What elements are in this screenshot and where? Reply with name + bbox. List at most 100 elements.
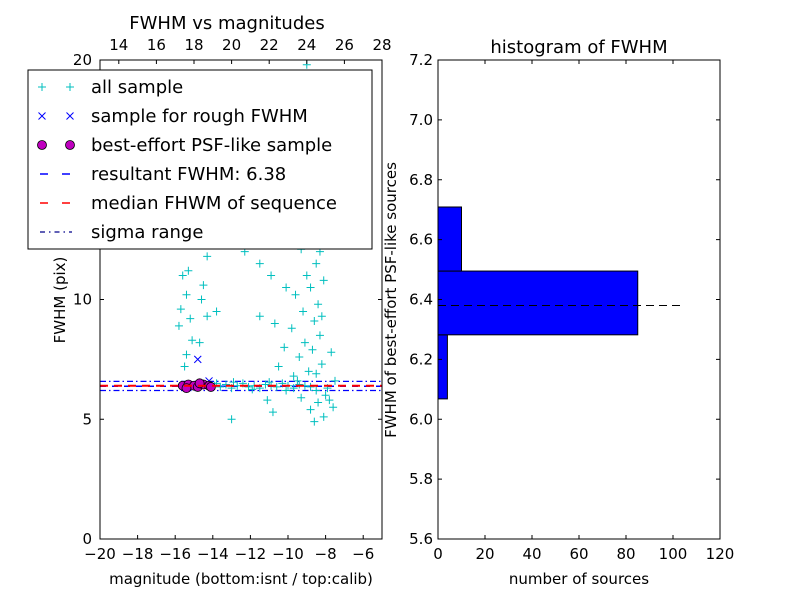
all-sample-point [291, 290, 300, 299]
legend-label: median FHWM of sequence [91, 193, 337, 214]
all-sample-point [314, 300, 323, 309]
all-sample-point [312, 259, 321, 268]
legend-rough-marker [38, 112, 46, 120]
legend-label: sigma range [91, 222, 203, 243]
all-sample-point [314, 398, 323, 407]
histogram-bar [437, 270, 639, 336]
all-sample-point [325, 396, 334, 405]
all-sample-point [304, 367, 313, 376]
all-sample-point [282, 386, 291, 395]
x-tick-label: −6 [352, 545, 374, 563]
legend: all sample sample for rough FWHM best-effo… [27, 69, 373, 250]
y-tick-label: 6.8 [409, 171, 433, 189]
y-tick-label: 0 [82, 530, 92, 548]
left-x-label: magnitude (bottom:isnt / top:calib) [109, 570, 373, 588]
all-sample-point [216, 382, 225, 391]
left-plot: −20 −18 −16 −14 −12 −10 −8 −6 14 16 18 20 22 24 26 28 0 5… [27, 13, 392, 588]
y-tick-label: 6.2 [409, 350, 433, 368]
legend-rough-marker [66, 112, 74, 120]
legend-all-marker [66, 83, 74, 91]
all-sample-point [321, 391, 330, 400]
legend-box [27, 69, 373, 250]
all-sample-point [176, 305, 185, 314]
top-x-tick-label: 16 [147, 36, 166, 54]
y-tick-label: 6.6 [409, 231, 433, 249]
right-x-label: number of sources [509, 570, 649, 588]
all-sample-point [300, 338, 309, 347]
all-sample-point [317, 360, 326, 369]
all-sample-point [306, 382, 315, 391]
legend-label: sample for rough FWHM [91, 106, 308, 127]
y-tick-label: 7.2 [409, 51, 433, 69]
all-sample-point [297, 393, 306, 402]
all-sample-point [289, 372, 298, 381]
right-title: histogram of FWHM [490, 37, 667, 58]
x-tick-label: 20 [475, 545, 494, 563]
top-x-tick-label: 26 [335, 36, 354, 54]
all-sample-point [270, 319, 279, 328]
all-sample-point [280, 343, 289, 352]
all-sample-point [306, 405, 315, 414]
all-sample-point [327, 348, 336, 357]
rough-sample-point [193, 355, 202, 364]
y-tick-label: 10 [73, 291, 92, 309]
all-sample-point [221, 380, 230, 389]
all-sample-point [331, 376, 339, 385]
all-sample-point [308, 345, 317, 354]
y-tick-label: 6.4 [409, 291, 433, 309]
all-sample-point [315, 331, 324, 340]
left-y-label: FWHM (pix) [51, 257, 69, 344]
all-sample-point [199, 281, 208, 290]
x-tick-label: 100 [659, 545, 688, 563]
y-tick-label: 7.0 [409, 111, 433, 129]
all-sample-point [184, 266, 193, 275]
y-tick-label: 5.8 [409, 470, 433, 488]
all-sample-point [302, 271, 311, 280]
all-sample-point [255, 312, 264, 321]
x-tick-label: −10 [272, 545, 304, 563]
y-tick-label: 5 [82, 410, 92, 428]
all-sample-point [203, 252, 212, 261]
all-sample-point [178, 271, 187, 280]
x-tick-label: −8 [315, 545, 337, 563]
histogram-bar [437, 334, 448, 400]
all-sample-point [274, 362, 283, 371]
top-x-tick-label: 22 [260, 36, 279, 54]
histogram-bar [437, 206, 462, 272]
all-sample-point [272, 382, 281, 391]
x-tick-label: −16 [159, 545, 191, 563]
all-sample-point [310, 317, 319, 326]
legend-label: resultant FWHM: 6.38 [91, 164, 286, 185]
legend-best-marker [37, 140, 47, 150]
best-effort-point [206, 382, 216, 392]
all-sample-point [188, 336, 197, 345]
legend-best-marker [65, 140, 75, 150]
top-x-tick-label: 14 [109, 36, 128, 54]
all-sample-point [317, 312, 326, 321]
right-y-label: FWHM of best-effort PSF-like sources [382, 162, 400, 438]
all-sample-point [255, 259, 264, 268]
right-plot: 0 20 40 60 80 100 120 5.6 5.8 6.0 6.2 6.4 6.6 6.8 7.0 7… [382, 37, 734, 588]
all-sample-point [299, 307, 308, 316]
all-sample-point [289, 384, 298, 393]
all-sample-point [180, 362, 189, 371]
all-sample-point [197, 295, 206, 304]
all-sample-point [312, 386, 321, 395]
all-sample-point [267, 271, 276, 280]
all-sample-point [182, 290, 191, 299]
all-sample-point [295, 380, 304, 389]
all-sample-point [287, 324, 296, 333]
all-sample-point [306, 283, 315, 292]
x-tick-label: 120 [706, 545, 735, 563]
all-sample-point [182, 350, 191, 359]
all-sample-point [227, 415, 236, 424]
all-sample-point [268, 408, 277, 417]
legend-label: all sample [91, 77, 183, 98]
legend-label: best-effort PSF-like sample [91, 135, 332, 156]
x-tick-label: −14 [197, 545, 229, 563]
top-x-tick-label: 20 [222, 36, 241, 54]
y-tick-label: 6.0 [409, 410, 433, 428]
all-sample-point [312, 369, 321, 378]
